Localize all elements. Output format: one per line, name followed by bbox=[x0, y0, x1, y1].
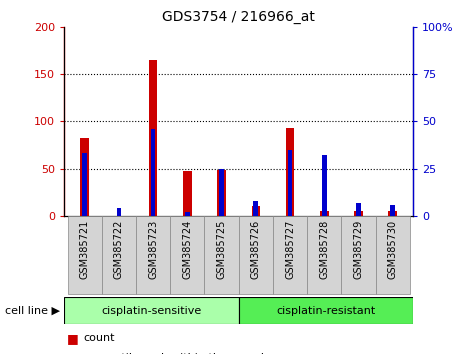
Bar bbox=[322, 155, 327, 216]
Bar bbox=[254, 201, 258, 216]
Bar bbox=[151, 129, 155, 216]
Text: cisplatin-resistant: cisplatin-resistant bbox=[276, 306, 376, 316]
Bar bbox=[116, 209, 121, 216]
Text: GSM385721: GSM385721 bbox=[80, 220, 90, 279]
FancyBboxPatch shape bbox=[307, 216, 342, 294]
FancyBboxPatch shape bbox=[376, 216, 410, 294]
Text: GSM385723: GSM385723 bbox=[148, 220, 158, 279]
Text: GSM385722: GSM385722 bbox=[114, 220, 124, 279]
FancyBboxPatch shape bbox=[239, 216, 273, 294]
Text: GSM385726: GSM385726 bbox=[251, 220, 261, 279]
Text: GSM385727: GSM385727 bbox=[285, 220, 295, 279]
FancyBboxPatch shape bbox=[102, 216, 136, 294]
Text: GSM385725: GSM385725 bbox=[217, 220, 227, 279]
Bar bbox=[354, 211, 363, 216]
Bar bbox=[82, 153, 87, 216]
Text: cell line ▶: cell line ▶ bbox=[5, 306, 60, 316]
Text: count: count bbox=[83, 333, 114, 343]
Bar bbox=[252, 206, 260, 216]
Bar bbox=[390, 205, 395, 216]
Title: GDS3754 / 216966_at: GDS3754 / 216966_at bbox=[162, 10, 315, 24]
Text: GSM385730: GSM385730 bbox=[388, 220, 398, 279]
FancyBboxPatch shape bbox=[67, 216, 102, 294]
FancyBboxPatch shape bbox=[273, 216, 307, 294]
Bar bbox=[320, 211, 329, 216]
Bar bbox=[217, 170, 226, 216]
Bar bbox=[183, 171, 191, 216]
Text: ■: ■ bbox=[66, 351, 78, 354]
FancyBboxPatch shape bbox=[136, 216, 170, 294]
FancyBboxPatch shape bbox=[238, 297, 413, 324]
Text: percentile rank within the sample: percentile rank within the sample bbox=[83, 353, 271, 354]
Text: cisplatin-sensitive: cisplatin-sensitive bbox=[101, 306, 201, 316]
Bar bbox=[288, 150, 293, 216]
Text: ■: ■ bbox=[66, 332, 78, 344]
Bar bbox=[149, 60, 157, 216]
Text: GSM385729: GSM385729 bbox=[353, 220, 363, 279]
FancyBboxPatch shape bbox=[204, 216, 239, 294]
Bar bbox=[219, 169, 224, 216]
Bar bbox=[286, 128, 294, 216]
FancyBboxPatch shape bbox=[342, 216, 376, 294]
Text: GSM385728: GSM385728 bbox=[319, 220, 329, 279]
Bar bbox=[80, 138, 89, 216]
FancyBboxPatch shape bbox=[170, 216, 204, 294]
FancyBboxPatch shape bbox=[64, 297, 238, 324]
Bar bbox=[356, 203, 361, 216]
Bar bbox=[389, 211, 397, 216]
Bar bbox=[185, 212, 190, 216]
Text: GSM385724: GSM385724 bbox=[182, 220, 192, 279]
